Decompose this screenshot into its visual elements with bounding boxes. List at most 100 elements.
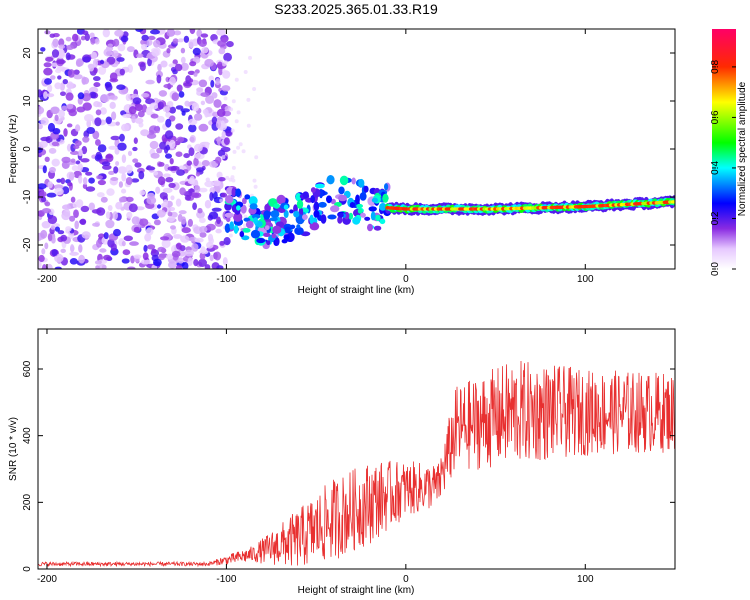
signal-blob bbox=[245, 220, 254, 229]
noise-speckle bbox=[238, 142, 243, 147]
signal-blob bbox=[364, 216, 371, 221]
noise-speckle bbox=[117, 142, 127, 151]
noise-speckle bbox=[52, 38, 59, 48]
noise-speckle bbox=[223, 52, 233, 62]
signal-blob bbox=[249, 203, 258, 210]
colorbar-tick-label: 0.4 bbox=[710, 161, 721, 175]
noise-speckle bbox=[75, 124, 81, 132]
noise-speckle bbox=[84, 114, 94, 122]
x-tick-label: 0 bbox=[403, 574, 409, 585]
noise-speckle bbox=[38, 123, 43, 130]
noise-speckle bbox=[103, 232, 109, 240]
noise-speckle bbox=[166, 101, 174, 108]
signal-blob bbox=[379, 218, 386, 225]
noise-speckle bbox=[51, 141, 60, 147]
spectrogram-y-label: Frequency (Hz) bbox=[8, 115, 19, 184]
signal-blob bbox=[243, 217, 251, 222]
noise-speckle bbox=[96, 239, 102, 248]
noise-speckle bbox=[169, 76, 176, 86]
noise-speckle bbox=[252, 87, 257, 91]
noise-speckle bbox=[40, 117, 49, 126]
noise-speckle bbox=[132, 97, 142, 105]
noise-speckle bbox=[196, 87, 204, 92]
noise-speckle bbox=[192, 202, 198, 210]
noise-speckle bbox=[60, 177, 66, 185]
noise-speckle bbox=[57, 230, 65, 235]
signal-blob bbox=[241, 235, 250, 241]
noise-speckle bbox=[221, 69, 226, 74]
noise-speckle bbox=[72, 33, 79, 42]
signal-blob bbox=[240, 204, 247, 214]
noise-speckle bbox=[119, 133, 125, 142]
noise-speckle bbox=[116, 57, 125, 62]
colorbar-tick-label: 0.6 bbox=[710, 110, 721, 124]
noise-speckle bbox=[139, 189, 146, 196]
noise-speckle bbox=[158, 255, 165, 261]
x-tick-label: -200 bbox=[37, 574, 57, 585]
noise-speckle bbox=[219, 240, 225, 246]
noise-speckle bbox=[209, 192, 214, 201]
noise-speckle bbox=[92, 130, 100, 140]
signal-blob bbox=[242, 228, 251, 233]
noise-speckle bbox=[100, 196, 108, 203]
noise-speckle bbox=[85, 171, 93, 176]
noise-speckle bbox=[198, 39, 207, 47]
noise-speckle bbox=[157, 176, 166, 186]
noise-speckle bbox=[238, 225, 243, 230]
signal-blob bbox=[283, 204, 289, 210]
noise-speckle bbox=[130, 255, 135, 264]
noise-speckle bbox=[197, 207, 203, 214]
noise-speckle bbox=[95, 265, 100, 269]
signal-blob bbox=[315, 183, 325, 189]
noise-speckle bbox=[226, 41, 234, 48]
noise-speckle bbox=[68, 109, 77, 117]
noise-speckle bbox=[82, 183, 88, 189]
noise-speckle bbox=[74, 140, 82, 147]
signal-blob bbox=[359, 192, 367, 201]
noise-speckle bbox=[118, 181, 123, 188]
noise-speckle bbox=[180, 235, 190, 243]
noise-speckle bbox=[199, 252, 206, 260]
noise-speckle bbox=[47, 122, 56, 132]
signal-blob bbox=[271, 233, 277, 239]
noise-speckle bbox=[78, 175, 83, 184]
noise-speckle bbox=[95, 139, 101, 146]
snr-series-line bbox=[38, 360, 675, 568]
noise-speckle bbox=[65, 226, 72, 232]
noise-speckle bbox=[242, 223, 247, 228]
noise-speckle bbox=[166, 29, 176, 37]
noise-speckle bbox=[51, 49, 60, 58]
noise-speckle bbox=[106, 56, 116, 65]
signal-blob bbox=[235, 188, 242, 197]
noise-speckle bbox=[139, 218, 149, 226]
x-tick-label: 100 bbox=[577, 274, 594, 285]
signal-blob bbox=[263, 232, 271, 237]
noise-speckle bbox=[107, 43, 113, 48]
signal-blob bbox=[349, 202, 356, 208]
noise-speckle bbox=[225, 175, 230, 180]
noise-speckle bbox=[55, 68, 62, 74]
snr-x-label: Height of straight line (km) bbox=[298, 585, 415, 596]
spectrogram-x-label: Height of straight line (km) bbox=[298, 285, 415, 296]
signal-blob bbox=[224, 212, 235, 218]
noise-speckle bbox=[188, 124, 197, 133]
noise-speckle bbox=[111, 111, 117, 121]
colorbar: 0.0 0.2 0.4 0.6 0.8 Normalized spectral ampl… bbox=[710, 29, 748, 276]
noise-speckle bbox=[216, 29, 226, 36]
noise-speckle bbox=[140, 129, 150, 137]
noise-speckle bbox=[204, 109, 209, 118]
noise-speckle bbox=[211, 92, 218, 99]
noise-speckle bbox=[112, 38, 120, 47]
noise-speckle bbox=[174, 63, 183, 72]
noise-speckle bbox=[135, 104, 143, 112]
signal-blob bbox=[281, 239, 288, 244]
noise-speckle bbox=[89, 32, 95, 38]
noise-speckle bbox=[228, 233, 233, 238]
signal-blob bbox=[358, 178, 365, 188]
noise-speckle bbox=[109, 72, 118, 81]
noise-speckle bbox=[56, 59, 66, 65]
noise-speckle bbox=[153, 258, 162, 267]
noise-speckle bbox=[108, 145, 117, 150]
signal-blob bbox=[236, 205, 241, 211]
noise-speckle bbox=[75, 160, 81, 165]
